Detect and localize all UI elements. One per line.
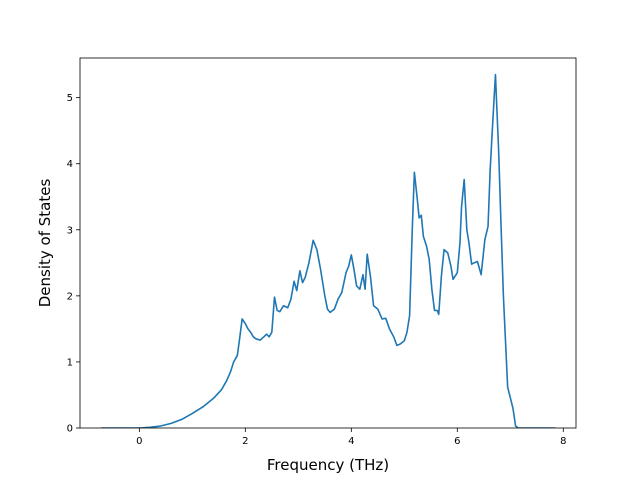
x-axis-label: Frequency (THz) xyxy=(267,456,389,474)
x-tick-label: 0 xyxy=(136,436,142,447)
y-tick-label: 2 xyxy=(67,291,73,302)
y-tick-label: 0 xyxy=(67,424,73,435)
x-tick-label: 2 xyxy=(242,436,248,447)
x-tick-label: 8 xyxy=(560,436,566,447)
x-tick-label: 6 xyxy=(454,436,460,447)
y-tick-label: 5 xyxy=(67,93,73,104)
series-line xyxy=(101,73,556,428)
plot-area xyxy=(101,73,556,428)
y-tick-label: 4 xyxy=(67,159,73,170)
plot-frame xyxy=(79,57,577,429)
y-axis-label: Density of States xyxy=(36,179,54,308)
y-tick-label: 3 xyxy=(67,225,73,236)
x-tick-label: 4 xyxy=(348,436,354,447)
ticks: 0 2 4 6 8 0 1 2 3 4 5 xyxy=(67,93,567,447)
y-tick-label: 1 xyxy=(67,357,73,368)
